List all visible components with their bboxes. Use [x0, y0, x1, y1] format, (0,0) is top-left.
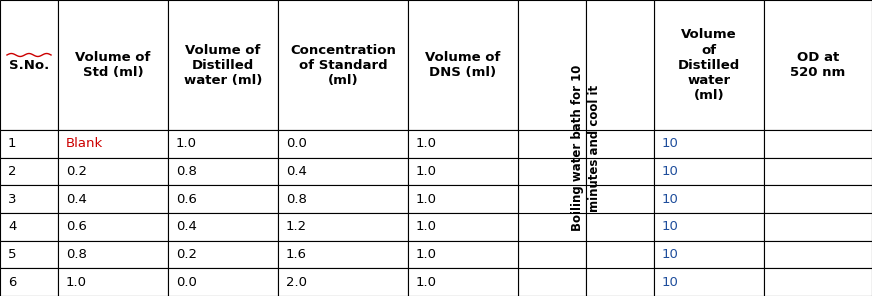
Bar	[278, 158, 408, 185]
Bar	[58, 185, 168, 213]
Bar	[58, 241, 168, 268]
Text: Volume
of
Distilled
water
(ml): Volume of Distilled water (ml)	[678, 28, 740, 102]
Bar	[764, 241, 872, 268]
Text: 0.2: 0.2	[66, 165, 87, 178]
Bar	[408, 130, 518, 158]
Text: Volume of
Std (ml): Volume of Std (ml)	[75, 51, 151, 79]
Bar	[518, 0, 586, 296]
Bar	[58, 268, 168, 296]
Text: 2: 2	[8, 165, 17, 178]
Text: 1.0: 1.0	[416, 276, 437, 289]
Text: 1.0: 1.0	[176, 137, 197, 150]
Bar	[58, 130, 168, 158]
Bar	[408, 185, 518, 213]
Bar	[58, 158, 168, 185]
Text: 1.0: 1.0	[66, 276, 87, 289]
Bar	[764, 268, 872, 296]
Bar	[168, 213, 278, 241]
Text: 1.2: 1.2	[286, 220, 307, 233]
Bar	[408, 213, 518, 241]
Text: 6: 6	[8, 276, 17, 289]
Bar	[168, 268, 278, 296]
Text: Boiling water bath for 10
minutes and cool it: Boiling water bath for 10 minutes and co…	[570, 65, 602, 231]
Text: 1.0: 1.0	[416, 137, 437, 150]
Bar	[654, 185, 764, 213]
Bar	[764, 158, 872, 185]
Bar	[168, 241, 278, 268]
Text: 0.4: 0.4	[66, 193, 87, 206]
Bar	[278, 185, 408, 213]
Bar	[0, 185, 58, 213]
Text: 5: 5	[8, 248, 17, 261]
Bar	[0, 213, 58, 241]
Bar	[764, 0, 872, 130]
Text: 1.0: 1.0	[416, 220, 437, 233]
Text: 0.2: 0.2	[176, 248, 197, 261]
Text: 10: 10	[662, 165, 679, 178]
Text: 0.6: 0.6	[176, 193, 197, 206]
Text: Volume of
Distilled
water (ml): Volume of Distilled water (ml)	[184, 44, 262, 86]
Text: 1.0: 1.0	[416, 165, 437, 178]
Text: 1.6: 1.6	[286, 248, 307, 261]
Bar	[654, 130, 764, 158]
Bar	[764, 130, 872, 158]
Bar	[278, 268, 408, 296]
Text: 0.4: 0.4	[176, 220, 197, 233]
Bar	[0, 0, 58, 130]
Text: 1.0: 1.0	[416, 193, 437, 206]
Text: 10: 10	[662, 193, 679, 206]
Bar	[168, 0, 278, 130]
Text: 0.6: 0.6	[66, 220, 87, 233]
Text: 10: 10	[662, 220, 679, 233]
Text: S.No.: S.No.	[9, 59, 49, 72]
Bar	[408, 268, 518, 296]
Bar	[58, 0, 168, 130]
Bar	[654, 213, 764, 241]
Text: 0.0: 0.0	[176, 276, 197, 289]
Text: Concentration
of Standard
(ml): Concentration of Standard (ml)	[290, 44, 396, 86]
Text: 4: 4	[8, 220, 17, 233]
Bar	[654, 0, 764, 130]
Text: 10: 10	[662, 248, 679, 261]
Text: 0.8: 0.8	[66, 248, 87, 261]
Text: 1: 1	[8, 137, 17, 150]
Bar	[0, 241, 58, 268]
Bar	[586, 0, 654, 296]
Bar	[168, 185, 278, 213]
Bar	[654, 241, 764, 268]
Bar	[408, 241, 518, 268]
Bar	[408, 158, 518, 185]
Text: 0.4: 0.4	[286, 165, 307, 178]
Bar	[278, 241, 408, 268]
Text: 10: 10	[662, 137, 679, 150]
Bar	[58, 213, 168, 241]
Text: OD at
520 nm: OD at 520 nm	[790, 51, 846, 79]
Bar	[654, 268, 764, 296]
Bar	[0, 130, 58, 158]
Text: 0.8: 0.8	[286, 193, 307, 206]
Bar	[408, 0, 518, 130]
Bar	[0, 158, 58, 185]
Bar	[278, 130, 408, 158]
Bar	[0, 268, 58, 296]
Text: 3: 3	[8, 193, 17, 206]
Bar	[764, 213, 872, 241]
Text: 0.0: 0.0	[286, 137, 307, 150]
Text: 1.0: 1.0	[416, 248, 437, 261]
Bar	[278, 0, 408, 130]
Bar	[168, 130, 278, 158]
Bar	[654, 158, 764, 185]
Text: 10: 10	[662, 276, 679, 289]
Bar	[278, 213, 408, 241]
Text: 0.8: 0.8	[176, 165, 197, 178]
Text: Volume of
DNS (ml): Volume of DNS (ml)	[426, 51, 501, 79]
Text: 2.0: 2.0	[286, 276, 307, 289]
Bar	[168, 158, 278, 185]
Bar	[764, 185, 872, 213]
Text: Blank: Blank	[66, 137, 103, 150]
